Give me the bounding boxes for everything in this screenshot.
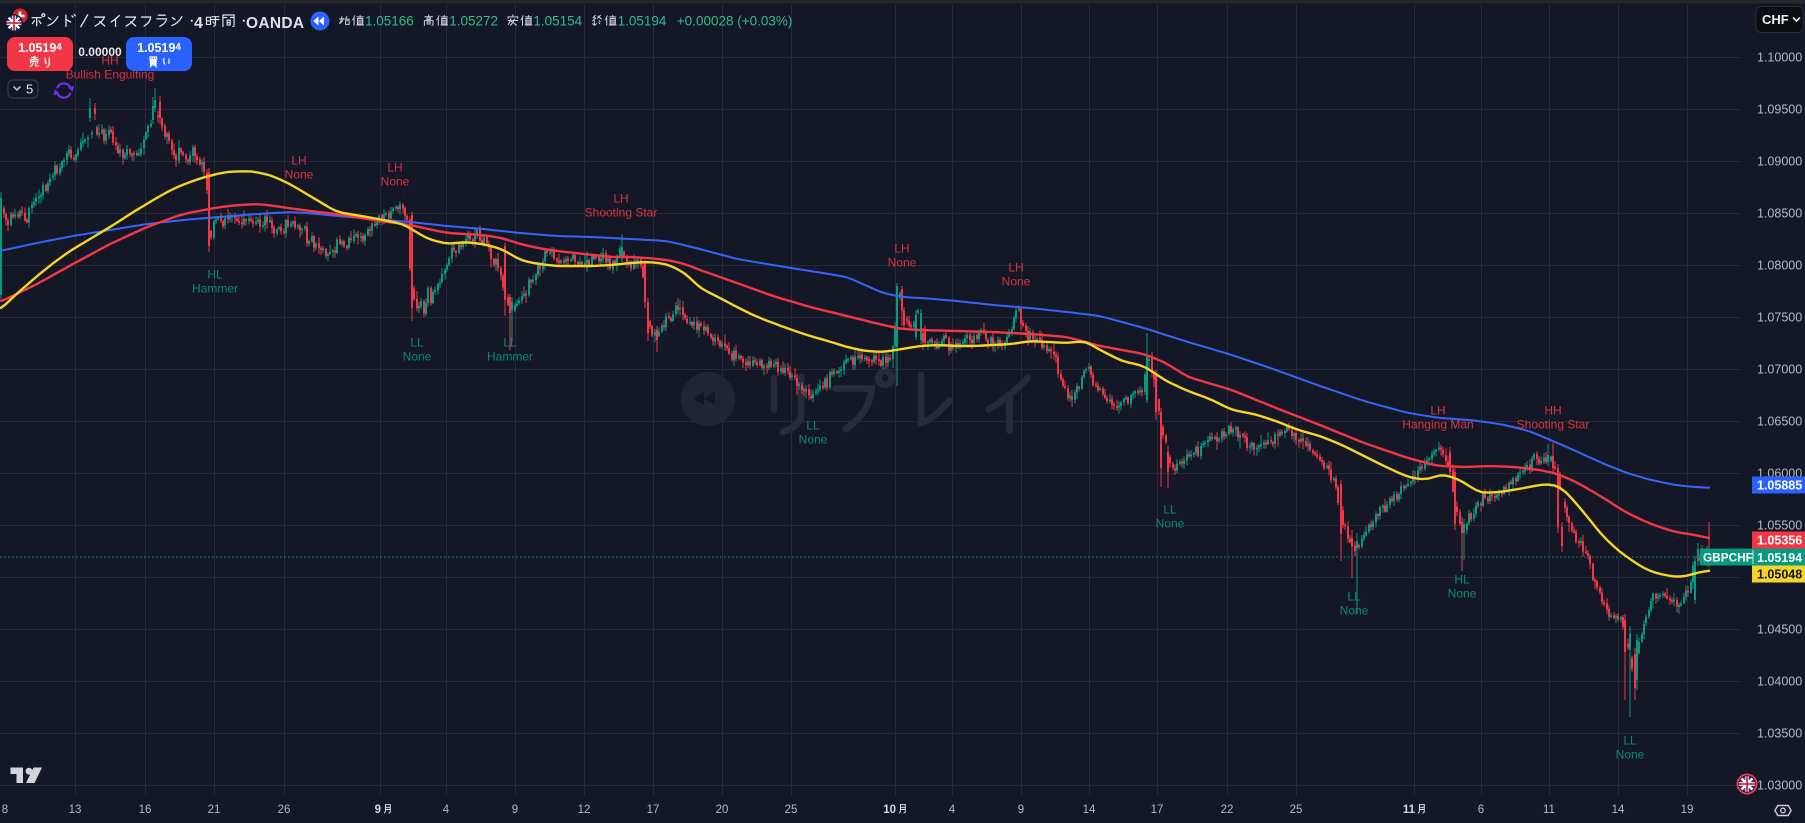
svg-text:None: None [1156, 517, 1185, 531]
svg-text:Bullish Engulfing: Bullish Engulfing [66, 68, 155, 82]
svg-text:LL: LL [806, 419, 820, 433]
svg-text:1.05166: 1.05166 [365, 14, 414, 29]
svg-text:1.10000: 1.10000 [1757, 51, 1802, 65]
svg-text:0.00000: 0.00000 [78, 45, 122, 59]
svg-text:Shooting Star: Shooting Star [1517, 418, 1590, 432]
svg-text:1.05194: 1.05194 [137, 41, 181, 55]
svg-text:CHF: CHF [1762, 12, 1789, 27]
svg-text:1.06500: 1.06500 [1757, 415, 1802, 429]
svg-text:22: 22 [1221, 804, 1234, 816]
svg-text:LL: LL [503, 336, 517, 350]
svg-text:LH: LH [1430, 404, 1445, 418]
svg-text:14: 14 [1083, 804, 1096, 816]
svg-text:11: 11 [1403, 804, 1416, 816]
svg-text:20: 20 [716, 804, 729, 816]
svg-text:1.09000: 1.09000 [1757, 155, 1802, 169]
svg-text:None: None [285, 168, 314, 182]
svg-text:1.05272: 1.05272 [449, 14, 498, 29]
svg-text:None: None [888, 256, 917, 270]
svg-text:16: 16 [139, 804, 152, 816]
svg-text:LH: LH [387, 161, 402, 175]
svg-text:25: 25 [1290, 804, 1303, 816]
svg-text:GBPCHF: GBPCHF [1703, 551, 1753, 565]
svg-text:1.05500: 1.05500 [1757, 519, 1802, 533]
svg-text:21: 21 [208, 804, 221, 816]
svg-text:17: 17 [647, 804, 660, 816]
svg-text:HH: HH [1544, 404, 1561, 418]
svg-text:None: None [1340, 604, 1369, 618]
svg-text:Hanging Man: Hanging Man [1402, 418, 1473, 432]
svg-text:None: None [1002, 275, 1031, 289]
svg-text:HL: HL [1454, 573, 1470, 587]
svg-text:LL: LL [1623, 734, 1637, 748]
svg-text:1.05194: 1.05194 [1757, 551, 1802, 565]
svg-text:8: 8 [2, 804, 8, 816]
svg-text:10: 10 [883, 804, 896, 816]
svg-text:1.03500: 1.03500 [1757, 727, 1802, 741]
svg-text:None: None [1448, 587, 1477, 601]
svg-text:1.05194: 1.05194 [618, 14, 667, 29]
svg-text:4: 4 [443, 804, 450, 816]
svg-text:1.08000: 1.08000 [1757, 259, 1802, 273]
svg-text:LH: LH [894, 242, 909, 256]
svg-text:OANDA: OANDA [246, 15, 304, 32]
svg-text:LL: LL [1163, 503, 1177, 517]
svg-text:13: 13 [69, 804, 82, 816]
svg-text:6: 6 [1478, 804, 1484, 816]
svg-text:1.05356: 1.05356 [1757, 534, 1802, 548]
svg-text:1.09500: 1.09500 [1757, 103, 1802, 117]
svg-text:LH: LH [1008, 261, 1023, 275]
svg-text:HL: HL [207, 268, 223, 282]
svg-text:1.04500: 1.04500 [1757, 623, 1802, 637]
svg-text:+0.00028 (+0.03%): +0.00028 (+0.03%) [677, 14, 793, 29]
svg-text:LL: LL [1347, 590, 1361, 604]
svg-text:19: 19 [1681, 804, 1694, 816]
svg-text:1.04000: 1.04000 [1757, 675, 1802, 689]
svg-text:12: 12 [578, 804, 591, 816]
svg-text:25: 25 [785, 804, 798, 816]
svg-text:1.08500: 1.08500 [1757, 207, 1802, 221]
svg-text:LL: LL [410, 336, 424, 350]
svg-text:1.05048: 1.05048 [1757, 568, 1802, 582]
svg-text:9: 9 [375, 804, 381, 816]
svg-text:Hammer: Hammer [192, 282, 238, 296]
svg-text:1.05154: 1.05154 [533, 14, 582, 29]
svg-text:4: 4 [949, 804, 956, 816]
svg-text:17: 17 [1151, 804, 1164, 816]
svg-text:Hammer: Hammer [487, 350, 533, 364]
svg-text:None: None [381, 175, 410, 189]
svg-text:1.07000: 1.07000 [1757, 363, 1802, 377]
svg-text:9: 9 [512, 804, 518, 816]
svg-text:LH: LH [613, 192, 628, 206]
svg-text:14: 14 [1612, 804, 1625, 816]
svg-text:5: 5 [26, 82, 33, 97]
svg-text:HH: HH [101, 54, 118, 68]
svg-text:1.05885: 1.05885 [1757, 479, 1802, 493]
svg-text:None: None [1616, 748, 1645, 762]
svg-text:11: 11 [1543, 804, 1555, 816]
svg-text:None: None [799, 433, 828, 447]
svg-text:None: None [403, 350, 432, 364]
svg-text:1.03000: 1.03000 [1757, 779, 1802, 793]
svg-text:9: 9 [1018, 804, 1024, 816]
svg-text:1.05194: 1.05194 [18, 41, 62, 55]
svg-text:4: 4 [194, 15, 203, 32]
svg-text:LH: LH [291, 154, 306, 168]
svg-text:Shooting Star: Shooting Star [585, 206, 658, 220]
svg-text:1.07500: 1.07500 [1757, 311, 1802, 325]
svg-text:26: 26 [278, 804, 291, 816]
